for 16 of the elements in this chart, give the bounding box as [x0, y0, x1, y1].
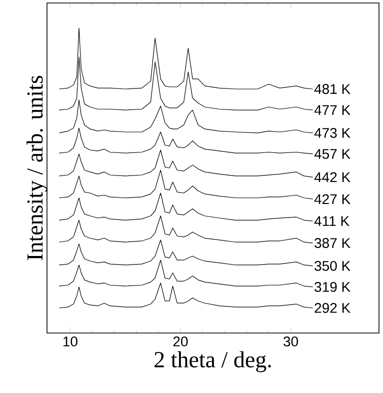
series-label: 442 K [314, 172, 350, 182]
series-label: 411 K [314, 216, 350, 226]
series-label: 427 K [314, 194, 350, 204]
x-tick-label: 10 [63, 336, 78, 346]
series-label: 387 K [314, 238, 350, 248]
y-axis-title: Intensity / arb. units [26, 76, 48, 260]
series-label: 481 K [314, 84, 350, 94]
series-label: 457 K [314, 149, 350, 159]
series-label: 319 K [314, 282, 350, 292]
x-tick-label: 20 [173, 336, 188, 346]
x-axis-title: 2 theta / deg. [154, 351, 271, 372]
series-label: 473 K [314, 128, 350, 138]
series-label: 292 K [314, 303, 350, 313]
series-label: 350 K [314, 260, 350, 271]
series-label: 477 K [314, 105, 350, 115]
x-tick-label: 30 [284, 336, 298, 346]
